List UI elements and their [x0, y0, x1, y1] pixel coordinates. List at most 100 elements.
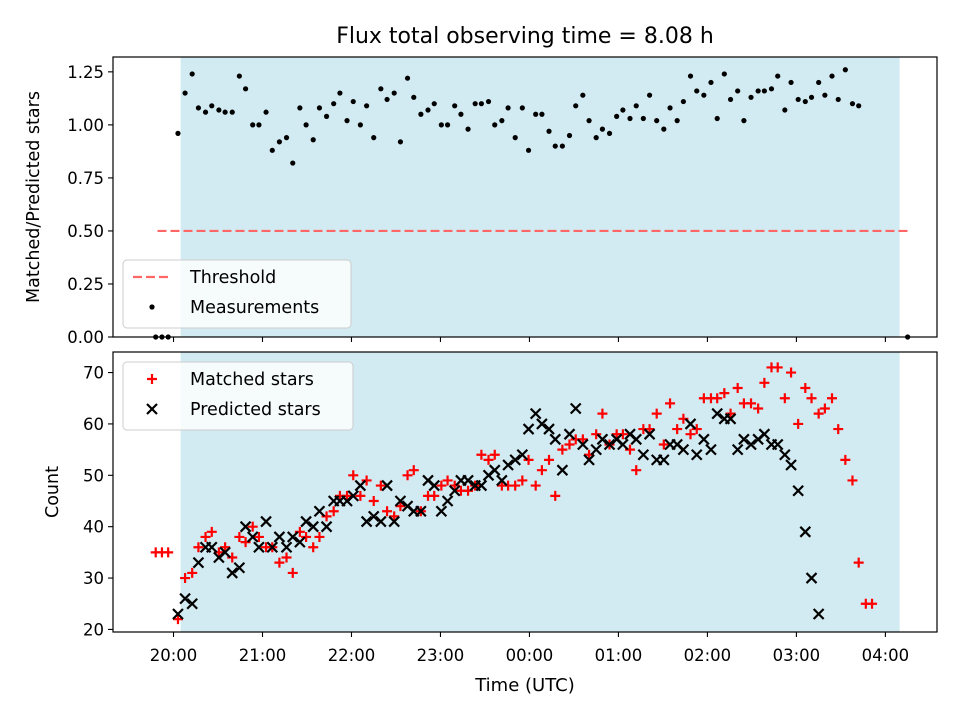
data-point — [300, 515, 312, 528]
data-point — [205, 541, 218, 554]
data-point — [719, 388, 730, 399]
data-point — [566, 132, 573, 139]
data-point — [273, 531, 286, 543]
data-point — [496, 474, 508, 487]
data-point — [533, 111, 539, 117]
data-point — [283, 135, 290, 141]
data-point — [698, 433, 710, 446]
data-point — [788, 79, 794, 86]
data-point — [499, 118, 505, 124]
data-point — [617, 438, 629, 451]
data-point — [795, 96, 801, 103]
data-point — [180, 573, 191, 584]
data-point — [472, 101, 478, 107]
data-point — [684, 418, 697, 430]
data-point — [701, 92, 707, 98]
data-point — [172, 614, 183, 625]
data-point — [805, 572, 818, 584]
data-point — [543, 423, 555, 435]
data-point — [375, 480, 386, 491]
data-point — [665, 398, 676, 409]
data-point — [429, 490, 440, 501]
series-predicted-stars — [172, 402, 825, 620]
y-tick-label: 1.25 — [67, 63, 104, 82]
data-point — [755, 88, 761, 94]
data-point — [644, 424, 655, 435]
data-point — [840, 454, 851, 465]
data-point — [182, 90, 188, 96]
data-point — [546, 128, 552, 134]
data-point — [806, 393, 817, 404]
data-point — [658, 454, 670, 466]
data-point — [727, 96, 734, 103]
data-point — [633, 103, 639, 109]
data-point — [800, 382, 811, 393]
data-point — [849, 101, 856, 107]
x-tick-label: 22:00 — [328, 646, 376, 665]
data-point — [741, 118, 747, 124]
data-point — [297, 105, 303, 111]
data-point — [415, 505, 427, 518]
legend-label: Predicted stars — [190, 400, 321, 420]
data-point — [234, 531, 245, 542]
data-point — [813, 408, 824, 419]
data-point — [758, 428, 771, 440]
data-point — [725, 408, 736, 419]
data-point — [856, 103, 862, 109]
data-point — [465, 126, 471, 132]
data-point — [563, 428, 576, 440]
data-point — [577, 434, 588, 445]
data-point — [394, 495, 407, 507]
data-point — [761, 88, 767, 94]
data-point — [580, 92, 586, 98]
data-point — [436, 480, 447, 491]
data-point — [189, 71, 195, 77]
data-point — [391, 90, 397, 96]
legend: Threshold Measurements — [122, 259, 352, 329]
data-point — [516, 448, 529, 461]
data-point — [606, 130, 613, 136]
data-point — [442, 475, 453, 486]
data-point — [206, 526, 217, 537]
data-point — [658, 439, 669, 450]
data-point — [630, 433, 643, 446]
data-point — [705, 443, 717, 456]
data-point — [411, 94, 417, 100]
data-point — [505, 105, 511, 111]
data-point — [523, 454, 534, 465]
data-point — [452, 103, 458, 109]
data-point — [631, 465, 642, 476]
data-point — [281, 552, 292, 563]
data-point — [350, 98, 356, 105]
data-point — [667, 105, 673, 111]
y-tick-label: 60 — [83, 415, 104, 434]
data-point — [216, 107, 222, 113]
series-measurements — [153, 67, 911, 340]
data-point — [375, 515, 387, 528]
data-point — [488, 464, 501, 476]
data-point — [269, 147, 275, 153]
data-point — [449, 480, 460, 491]
data-point — [347, 490, 360, 502]
data-point — [448, 484, 461, 497]
axes-frame — [112, 351, 938, 633]
data-point — [381, 479, 393, 492]
data-point — [195, 105, 202, 111]
data-point — [303, 122, 309, 128]
x-tick-label: 04:00 — [862, 646, 910, 665]
data-point — [738, 433, 750, 446]
data-point — [627, 115, 633, 122]
data-point — [193, 542, 204, 553]
y-tick-label: 70 — [83, 364, 104, 383]
data-point — [489, 449, 500, 460]
legend: Matched stars Predicted stars — [122, 361, 354, 431]
data-point — [759, 377, 770, 388]
data-point — [310, 137, 316, 143]
data-point — [179, 592, 191, 605]
data-point — [536, 418, 548, 430]
data-point — [746, 398, 757, 409]
data-point — [314, 531, 325, 542]
data-point — [753, 403, 764, 414]
data-point — [822, 92, 828, 98]
data-point — [260, 515, 272, 528]
